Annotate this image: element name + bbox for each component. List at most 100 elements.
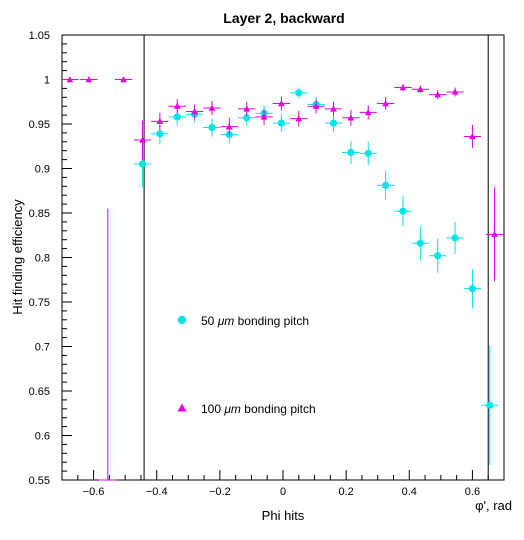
y-tick-label: 0.9 xyxy=(35,164,50,176)
point-marker-circle xyxy=(364,149,372,157)
data-point xyxy=(446,221,464,254)
data-point xyxy=(376,97,395,110)
y-tick-label: 1 xyxy=(44,75,50,87)
data-point xyxy=(429,90,447,100)
data-point xyxy=(463,124,482,149)
series-100um xyxy=(61,76,504,481)
x-axis-label-lower: Phi hits xyxy=(262,508,305,523)
data-point xyxy=(168,99,186,114)
point-marker-circle xyxy=(399,207,407,215)
x-tick-label: 0.2 xyxy=(338,486,353,498)
point-marker-triangle xyxy=(66,76,74,83)
y-tick-label: 0.6 xyxy=(35,431,50,443)
data-point xyxy=(290,110,308,127)
legend-50-unit: μm xyxy=(217,314,235,328)
data-point xyxy=(359,105,377,120)
point-marker-circle xyxy=(468,285,477,293)
point-marker-triangle xyxy=(85,76,93,83)
x-tick-label: 0.4 xyxy=(402,486,417,498)
legend-100-suffix: bonding pitch xyxy=(241,402,316,416)
data-point xyxy=(99,208,117,481)
point-marker-triangle xyxy=(139,136,146,143)
legend: 50 μm bonding pitch 100 μm bonding pitch xyxy=(177,314,316,416)
data-point xyxy=(429,238,447,273)
y-tick-label: 0.75 xyxy=(29,297,50,309)
data-point xyxy=(376,171,395,200)
point-marker-circle xyxy=(138,160,147,168)
data-point xyxy=(238,101,256,116)
x-axis-label-right: φ', rad xyxy=(475,498,512,513)
point-marker-circle xyxy=(156,130,164,138)
point-marker-triangle xyxy=(330,105,337,112)
point-marker-triangle xyxy=(491,230,498,238)
x-tick-label: 0 xyxy=(280,486,286,498)
point-marker-circle xyxy=(277,119,286,127)
data-point xyxy=(481,345,499,465)
point-marker-triangle xyxy=(347,114,355,121)
point-marker-triangle xyxy=(156,117,164,125)
legend-marker-circle xyxy=(177,315,187,325)
data-point xyxy=(61,76,79,83)
legend-marker-triangle xyxy=(177,403,187,412)
y-tick-label: 0.55 xyxy=(29,475,50,487)
legend-100-unit: μm xyxy=(223,402,241,416)
y-tick-label: 0.8 xyxy=(35,253,50,265)
y-tick-label: 0.95 xyxy=(29,119,50,131)
data-point xyxy=(394,83,412,92)
point-marker-triangle xyxy=(173,102,181,109)
point-marker-circle xyxy=(347,148,355,157)
x-tick-label: 0.6 xyxy=(465,486,480,498)
data-series xyxy=(61,76,504,481)
point-marker-circle xyxy=(173,113,181,121)
y-tick-label: 0.65 xyxy=(29,386,50,398)
legend-100-prefix: 100 xyxy=(201,402,224,416)
point-marker-triangle xyxy=(364,109,372,116)
x-tick-label: −0.2 xyxy=(209,486,231,498)
data-point xyxy=(185,104,204,119)
point-marker-circle xyxy=(486,401,494,409)
legend-50-prefix: 50 xyxy=(201,314,218,328)
chart-title: Layer 2, backward xyxy=(223,10,344,26)
data-point xyxy=(307,99,325,114)
data-point xyxy=(342,109,360,126)
data-point xyxy=(342,140,360,165)
point-marker-circle xyxy=(208,123,216,132)
point-marker-triangle xyxy=(434,91,442,98)
point-marker-triangle xyxy=(243,105,251,112)
data-point xyxy=(463,269,482,309)
point-marker-circle xyxy=(329,119,338,127)
point-marker-triangle xyxy=(120,76,127,83)
data-point xyxy=(394,196,412,227)
data-point xyxy=(324,114,343,133)
point-marker-circle xyxy=(382,181,390,190)
data-point xyxy=(411,85,430,93)
point-marker-triangle xyxy=(382,100,390,107)
point-marker-circle xyxy=(243,114,251,122)
legend-50-suffix: bonding pitch xyxy=(234,314,309,328)
data-point xyxy=(255,108,273,125)
point-marker-triangle xyxy=(191,108,198,115)
point-marker-circle xyxy=(434,252,442,260)
legend-entry-50um: 50 μm bonding pitch xyxy=(201,314,309,328)
series-50um xyxy=(133,87,499,465)
data-point xyxy=(203,100,221,116)
point-marker-triangle xyxy=(260,113,268,120)
data-point xyxy=(485,187,504,282)
data-point xyxy=(446,87,464,97)
point-marker-triangle xyxy=(416,85,424,93)
x-tick-label: −0.4 xyxy=(146,486,168,498)
data-point xyxy=(411,226,430,261)
y-tick-label: 0.85 xyxy=(29,208,50,220)
point-marker-triangle xyxy=(399,84,407,91)
data-point xyxy=(359,141,377,165)
point-marker-triangle xyxy=(208,104,216,111)
point-marker-triangle xyxy=(312,102,320,109)
point-marker-triangle xyxy=(225,123,233,130)
data-point xyxy=(290,87,308,99)
x-tick-label: −0.6 xyxy=(83,486,105,498)
point-marker-triangle xyxy=(295,115,303,122)
data-point xyxy=(133,120,152,160)
point-marker-triangle xyxy=(278,100,285,107)
point-marker-triangle xyxy=(469,133,476,140)
